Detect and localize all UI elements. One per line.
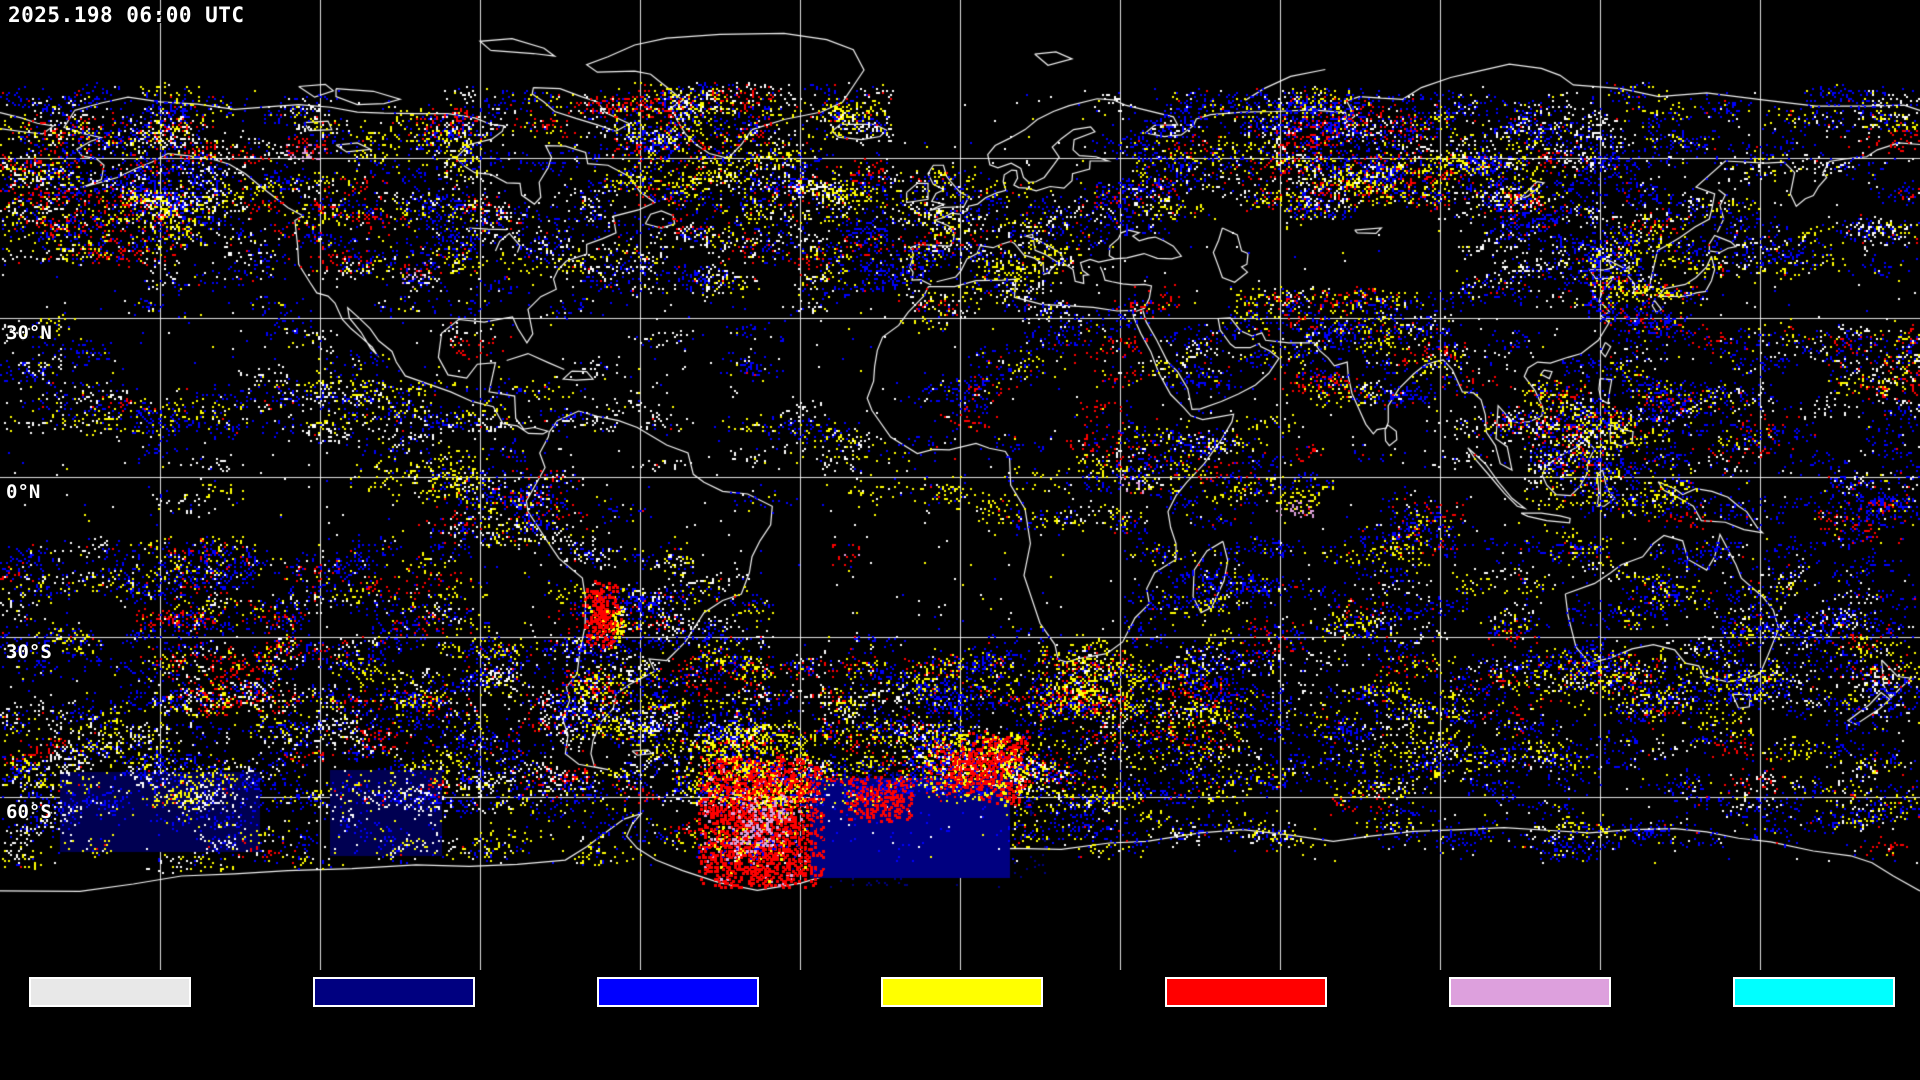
legend-label-night-icing: Night Icing xyxy=(1672,1020,1920,1080)
legend-swatch-med-probability xyxy=(597,977,759,1007)
legend-item-high-probability: High Probabilityof Light Icing xyxy=(820,975,1104,1080)
legend-item-no-icing-retrieval: No IcingRetrieval xyxy=(0,975,252,1080)
lat-label-30n: 30°N xyxy=(6,322,52,344)
legend-label-no-icing: No IcingRetrieval xyxy=(0,1020,252,1080)
legend-item-heavy-icing: Heavy Icing xyxy=(1388,975,1672,1080)
legend-swatch-night-icing xyxy=(1733,977,1895,1007)
legend-swatch-low-probability xyxy=(313,977,475,1007)
lat-label-0n: 0°N xyxy=(6,481,41,503)
map-area: 2025.198 06:00 UTC 30°N 0°N 30°S 60°S xyxy=(0,0,1920,970)
legend-label-med-probability: Med.Probabilityof Light Icing xyxy=(536,1020,820,1080)
legend-swatch-moderate-greater xyxy=(1165,977,1327,1007)
legend-label-high-probability: High Probabilityof Light Icing xyxy=(820,1020,1104,1080)
legend-swatch-heavy-icing xyxy=(1449,977,1611,1007)
legend-item-moderate-greater: Moderate/GreaterIcing Likely xyxy=(1104,975,1388,1080)
legend: No IcingRetrieval Low Probabilityof Ligh… xyxy=(0,975,1920,1080)
legend-item-night-icing: Night Icing xyxy=(1672,975,1920,1080)
legend-swatch-no-icing xyxy=(29,977,191,1007)
legend-label-low-probability: Low Probabilityof Light Icing xyxy=(252,1020,536,1080)
legend-item-med-probability: Med.Probabilityof Light Icing xyxy=(536,975,820,1080)
timestamp: 2025.198 06:00 UTC xyxy=(8,3,245,27)
legend-item-low-probability: Low Probabilityof Light Icing xyxy=(252,975,536,1080)
legend-swatch-high-probability xyxy=(881,977,1043,1007)
lat-label-60s: 60°S xyxy=(6,801,52,823)
lat-label-30s: 30°S xyxy=(6,641,52,663)
legend-label-heavy-icing: Heavy Icing xyxy=(1388,1020,1672,1080)
legend-label-moderate-greater: Moderate/GreaterIcing Likely xyxy=(1104,1020,1388,1080)
world-map-canvas xyxy=(0,0,1920,970)
